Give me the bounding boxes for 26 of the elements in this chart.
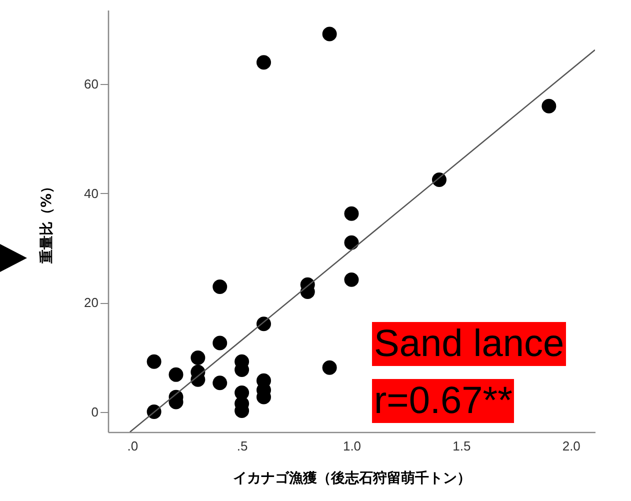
point [190, 350, 206, 365]
y-axis-title: 重量比（%） [39, 179, 56, 265]
point [168, 367, 184, 382]
point [212, 336, 228, 350]
y-tick-label: 40 [84, 186, 98, 201]
point [256, 55, 271, 70]
annotation: r=0.67** [372, 379, 514, 423]
y-tick-label: 0 [91, 404, 98, 420]
y-tick-label: 60 [84, 76, 98, 92]
point [344, 235, 359, 250]
x-tick-label: 1.5 [452, 438, 471, 454]
x-tick-label: 1.0 [342, 438, 362, 454]
x-tick-label: .5 [236, 438, 248, 454]
annotation: Sand lance [372, 322, 566, 366]
x-tick-label: 2.0 [562, 438, 580, 454]
point [344, 206, 359, 221]
point [322, 360, 337, 375]
point [322, 26, 337, 42]
x-tick-label: .0 [127, 438, 138, 454]
x-axis-title: イカナゴ漁獲（後志石狩留萌千トン） [233, 470, 471, 486]
y-tick-label: 20 [84, 295, 98, 310]
point [212, 280, 228, 294]
point [212, 376, 228, 390]
point [542, 98, 556, 114]
point [146, 354, 162, 369]
point [344, 272, 359, 287]
